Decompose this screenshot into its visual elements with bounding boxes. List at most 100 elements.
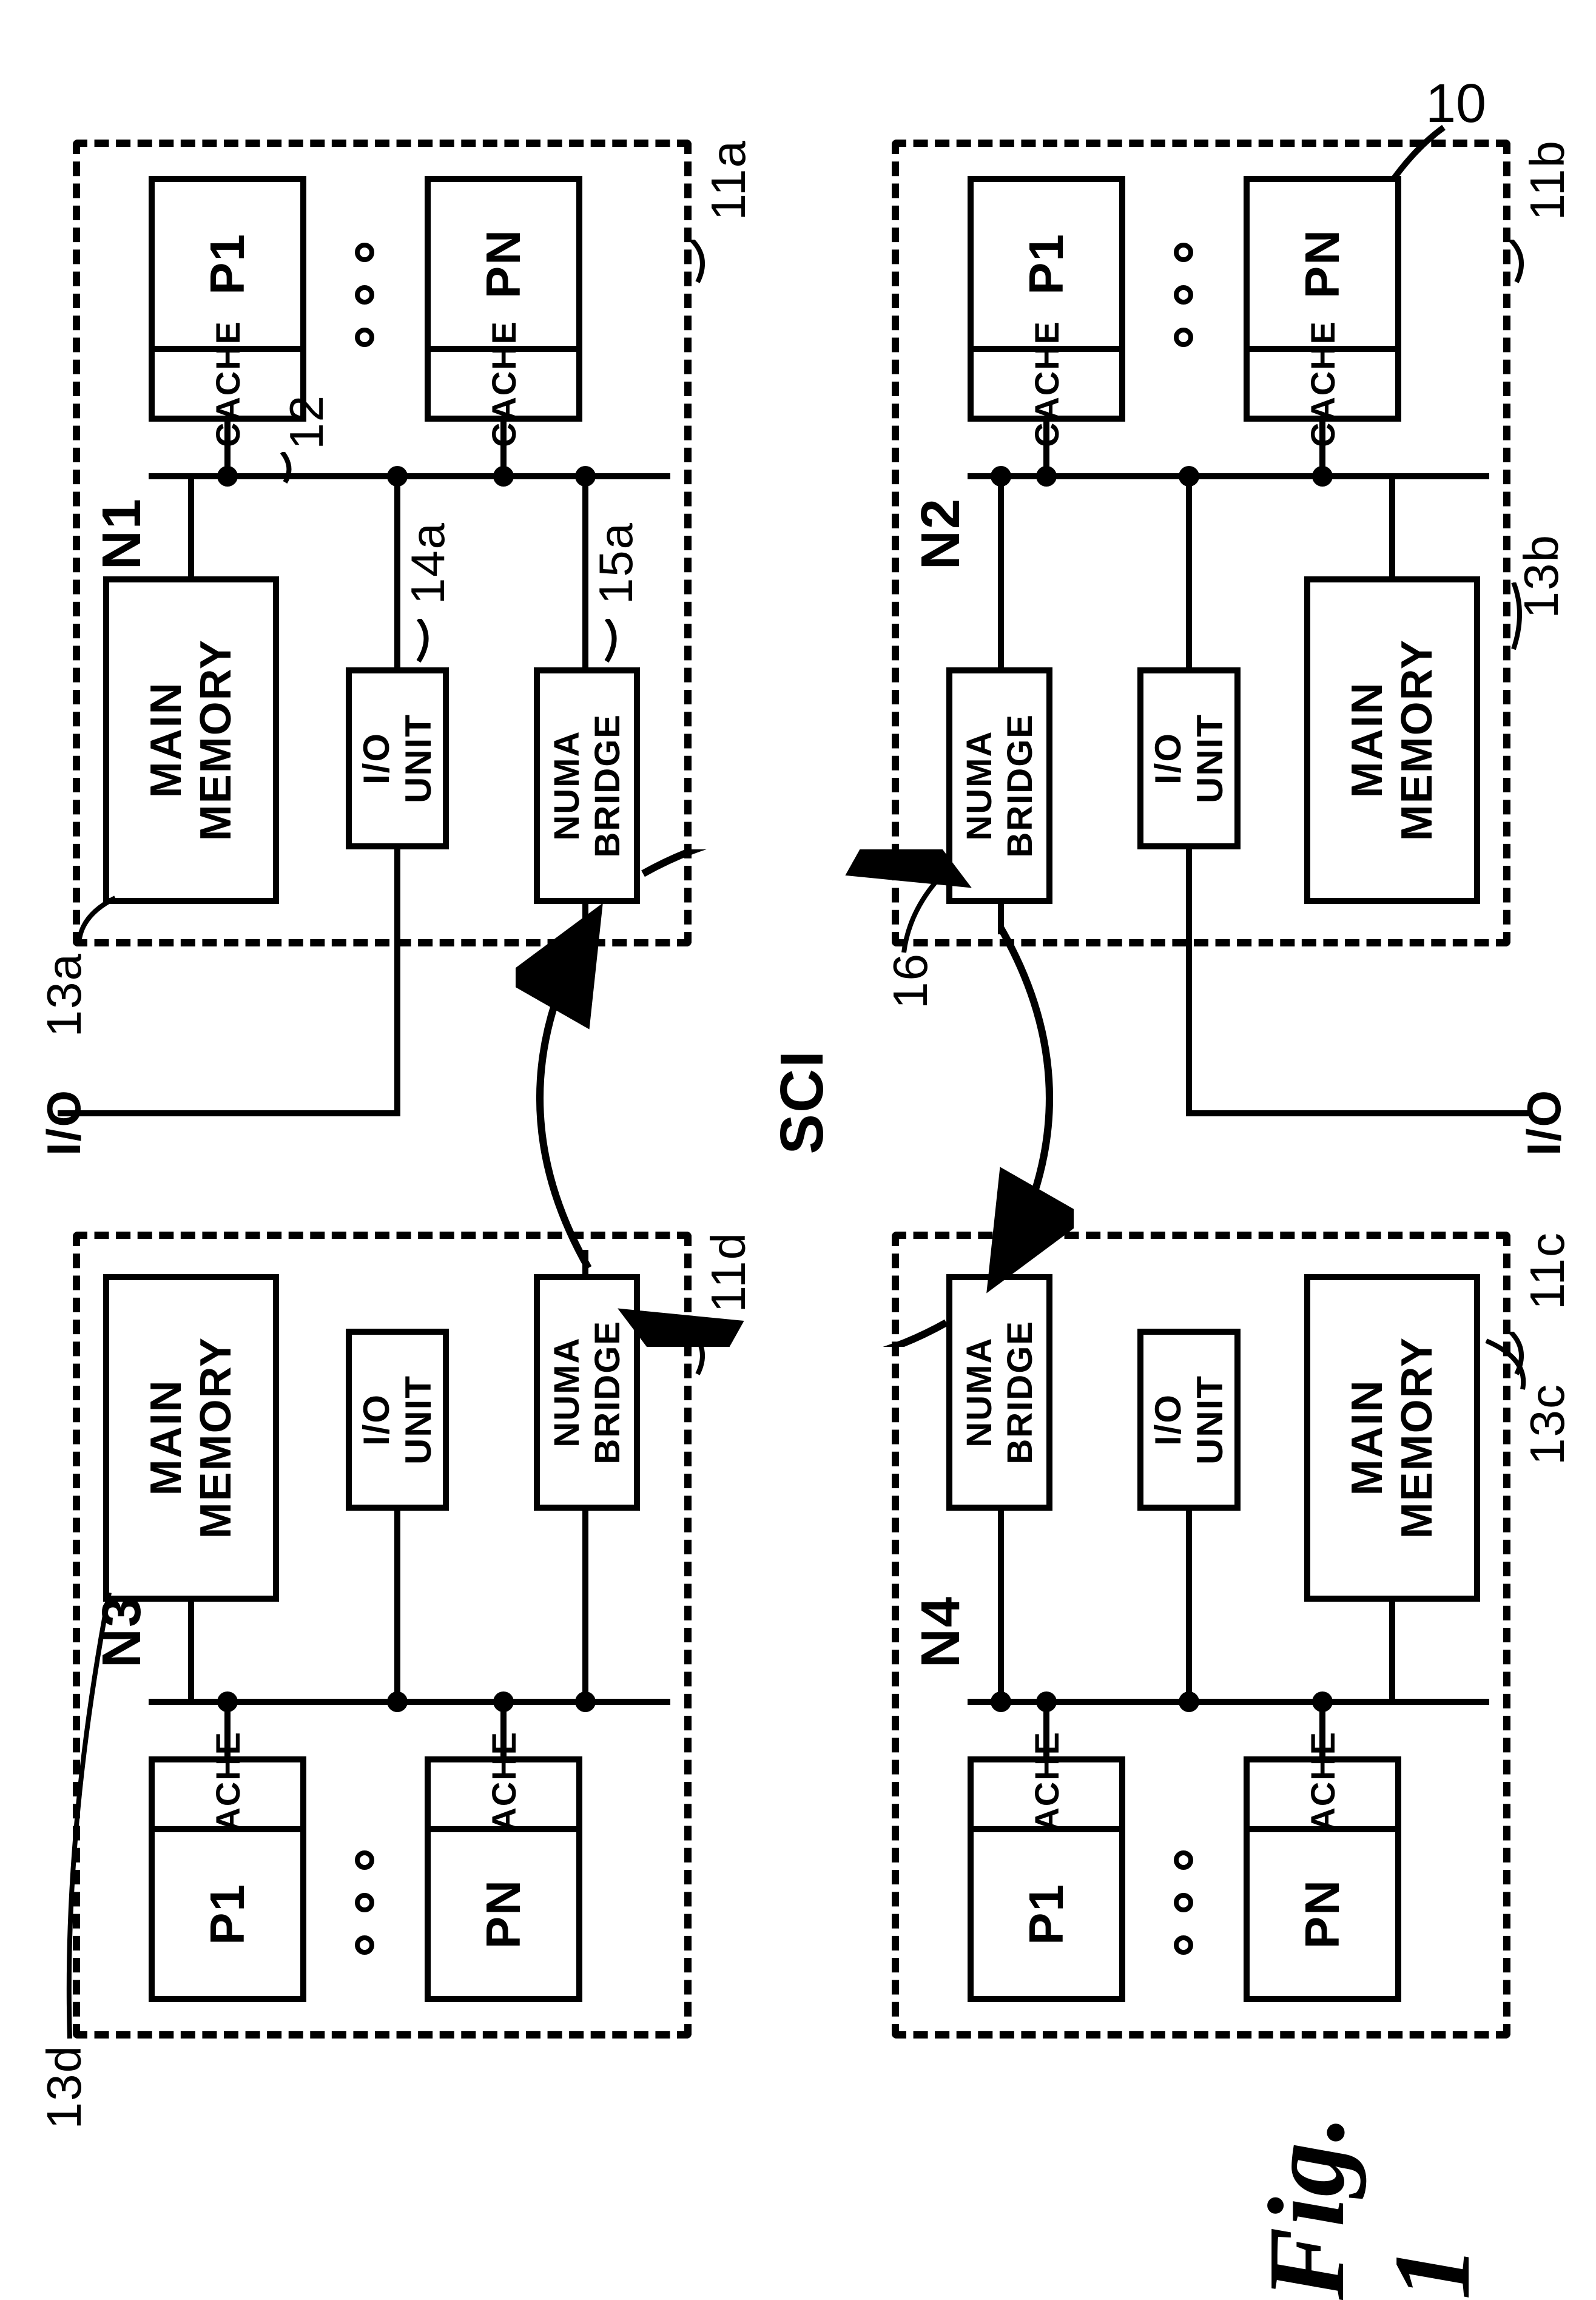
n3-dot-br [575, 1691, 596, 1712]
n1-dot2 [355, 285, 374, 305]
n2-dot1 [1174, 243, 1193, 262]
n2-dot3 [1174, 328, 1193, 347]
n2-mem: MAIN MEMORY [1304, 576, 1480, 904]
n2-dot-br [991, 466, 1011, 487]
ref-15a: 15a [588, 522, 644, 604]
n1-br-stub [582, 479, 588, 667]
n3-br-to-ring [582, 1250, 588, 1280]
n4-br-stub [998, 1511, 1004, 1699]
n1-mem: MAIN MEMORY [103, 576, 279, 904]
ref-16: 16 [883, 953, 938, 1009]
n2-p1-label: P1 [1019, 233, 1074, 295]
n2-title: N2 [910, 497, 972, 570]
n2-dot-pn [1312, 466, 1333, 487]
figure-label: Fig. 1 [1244, 2105, 1495, 2300]
n2-pn-label: PN [1295, 229, 1350, 298]
n4-pn-cache: CACHE [1244, 1756, 1401, 1832]
ref-14a: 14a [400, 522, 456, 604]
ref-11a: 11a [701, 140, 756, 221]
n1-mem-stub [188, 479, 194, 576]
ref-13a: 13a [36, 953, 92, 1037]
ref-12: 12 [279, 394, 334, 450]
n4-mem-stub [1389, 1602, 1395, 1699]
n3-mem: MAIN MEMORY [103, 1274, 279, 1602]
n3-p1-label: P1 [200, 1883, 255, 1945]
n4-io-stub [1186, 1511, 1192, 1699]
n1-dot-pn [493, 466, 514, 487]
n3-dot3 [355, 1935, 374, 1955]
lead-13c [1480, 1335, 1541, 1395]
n1-dot-p1 [217, 466, 238, 487]
n1-p1-label: P1 [200, 233, 255, 295]
lead-16 [892, 862, 965, 959]
n2-bridge-label: NUMA BRIDGE [959, 713, 1040, 858]
n3-dot2 [355, 1893, 374, 1912]
n1-iounit-label: I/O UNIT [355, 713, 439, 803]
n4-p1: P1 [968, 1826, 1125, 2002]
n1-mem-label: MAIN MEMORY [141, 639, 241, 841]
ref-11b: 11b [1520, 140, 1575, 221]
n4-dot-io [1179, 1691, 1199, 1712]
n1-pn-cache: CACHE [425, 346, 582, 422]
n1-br-to-ring [582, 904, 588, 934]
n3-pn: PN [425, 1826, 582, 2002]
n1-title: N1 [91, 497, 153, 570]
n4-mem: MAIN MEMORY [1304, 1274, 1480, 1602]
n3-iounit-label: I/O UNIT [355, 1375, 439, 1465]
n3-p1-cache: CACHE [149, 1756, 306, 1832]
n4-dot-br [991, 1691, 1011, 1712]
n3-iounit: I/O UNIT [346, 1329, 449, 1511]
n2-dot-p1 [1036, 466, 1057, 487]
n4-iounit-label: I/O UNIT [1147, 1375, 1231, 1465]
n2-br-to-ring [998, 904, 1004, 934]
n4-dot2 [1174, 1893, 1193, 1912]
n1-io-stub [394, 479, 400, 667]
n3-br-stub [582, 1511, 588, 1699]
n2-io-stub [1186, 479, 1192, 667]
n1-io-out-h [58, 1110, 400, 1116]
n3-io-stub [394, 1511, 400, 1699]
n3-mem-stub [188, 1602, 194, 1699]
n3-pn-label: PN [476, 1879, 531, 1949]
n2-dot2 [1174, 285, 1193, 305]
n1-io-label: I/O [36, 1089, 92, 1156]
n4-iounit: I/O UNIT [1137, 1329, 1241, 1511]
n4-p1-label: P1 [1019, 1883, 1074, 1945]
n4-pn: PN [1244, 1826, 1401, 2002]
n3-pn-cache: CACHE [425, 1756, 582, 1832]
diagram-canvas: 10 N1 11a P1 CACHE PN CACHE 12 MAIN MEMO… [0, 0, 1596, 2300]
lead-12 [261, 452, 309, 488]
n3-dot1 [355, 1850, 374, 1870]
n2-io-label: I/O [1517, 1089, 1572, 1156]
n1-iounit: I/O UNIT [346, 667, 449, 849]
n1-pn-label: PN [476, 229, 531, 298]
lead-15a [588, 619, 637, 667]
n1-io-out [394, 849, 400, 1116]
n2-dot-io [1179, 466, 1199, 487]
lead-13a [73, 892, 133, 953]
n4-dot3 [1174, 1935, 1193, 1955]
n4-mem-label: MAIN MEMORY [1342, 1337, 1442, 1539]
n2-io-out-h [1186, 1110, 1529, 1116]
lead-11b [1486, 240, 1547, 288]
lead-11a [667, 240, 728, 288]
n3-dot-io [387, 1691, 408, 1712]
n2-pn-cache: CACHE [1244, 346, 1401, 422]
n2-iounit: I/O UNIT [1137, 667, 1241, 849]
n2-mem-label: MAIN MEMORY [1342, 639, 1442, 841]
n2-iounit-label: I/O UNIT [1147, 713, 1231, 803]
ref-11c: 11c [1520, 1232, 1575, 1310]
n4-title: N4 [910, 1596, 972, 1668]
n2-p1-cache: CACHE [968, 346, 1125, 422]
n1-dot-io [387, 466, 408, 487]
sci-label: SCI [767, 1050, 837, 1155]
n1-bridge-label: NUMA BRIDGE [547, 713, 628, 858]
n3-mem-label: MAIN MEMORY [141, 1337, 241, 1539]
n2-mem-stub [1389, 479, 1395, 576]
n4-p1-cache: CACHE [968, 1756, 1125, 1832]
n2-io-out [1186, 849, 1192, 1116]
n2-br-stub [998, 479, 1004, 667]
lead-14a [400, 619, 449, 667]
lead-13d [61, 1590, 133, 2045]
n4-br-to-ring [998, 1250, 1004, 1280]
